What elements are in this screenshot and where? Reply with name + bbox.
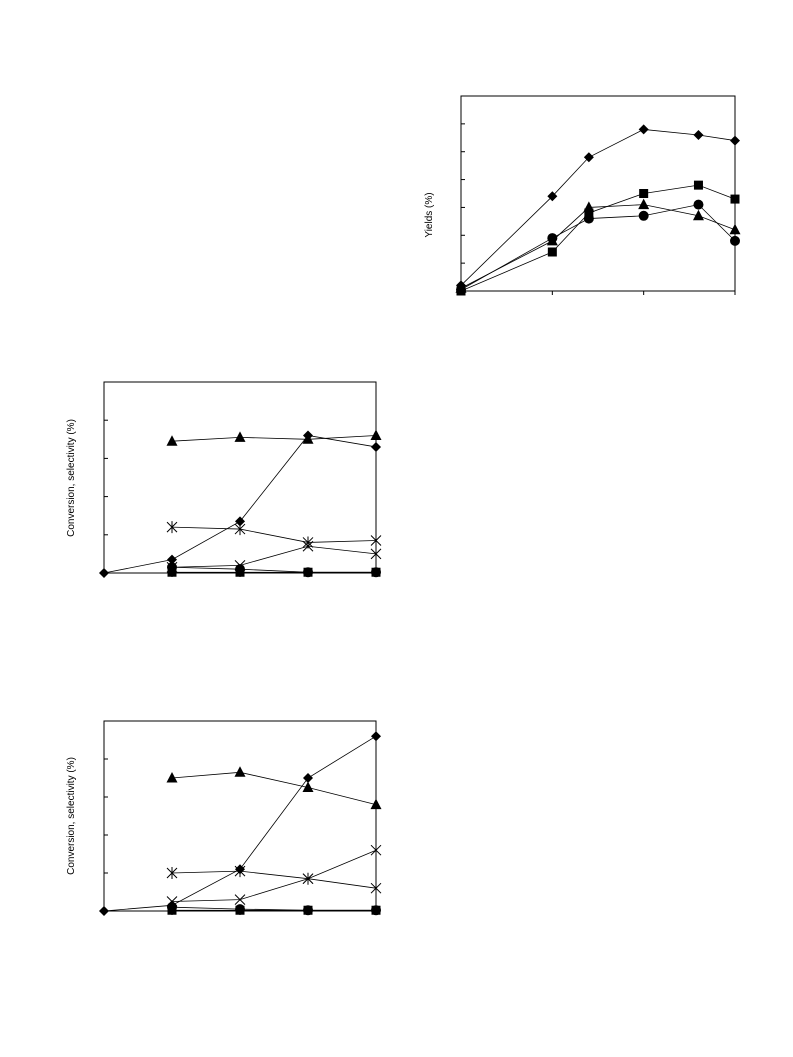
square-marker xyxy=(371,905,381,915)
series-line-star xyxy=(171,870,377,889)
triangle-marker xyxy=(166,772,178,783)
square-marker xyxy=(639,189,649,198)
series-line-x xyxy=(171,545,377,568)
x-marker xyxy=(370,844,382,856)
triangle-marker xyxy=(302,781,314,792)
square-marker xyxy=(456,286,466,296)
diamond-marker xyxy=(693,130,704,140)
y-axis-label: Yields (%) xyxy=(424,192,435,237)
square-marker xyxy=(584,208,594,218)
star-marker xyxy=(234,523,246,536)
diamond-marker xyxy=(235,516,245,527)
square-marker xyxy=(371,567,381,577)
series-line-diamond xyxy=(460,129,736,286)
series-line-circle xyxy=(460,204,736,290)
diamond-marker xyxy=(638,124,649,135)
x-marker xyxy=(302,873,314,885)
triangle-marker xyxy=(638,198,650,210)
triangle-marker xyxy=(729,223,741,235)
diamond-marker xyxy=(303,773,313,783)
series-line-x xyxy=(171,849,377,902)
series-line-triangle xyxy=(171,771,377,805)
circle-marker xyxy=(547,233,558,244)
circle-marker xyxy=(730,235,740,246)
diamond-marker xyxy=(167,554,177,565)
square-marker xyxy=(303,905,313,915)
diamond-marker xyxy=(547,191,558,202)
diamond-marker xyxy=(371,441,381,452)
series-line-square xyxy=(460,184,736,292)
triangle-marker xyxy=(302,433,314,444)
star-marker xyxy=(370,882,382,895)
diamond-marker xyxy=(371,731,381,742)
diamond-marker xyxy=(99,568,109,578)
square-marker xyxy=(167,567,177,577)
diamond-marker xyxy=(99,906,109,916)
triangle-marker xyxy=(692,209,704,221)
series-line-triangle xyxy=(171,435,377,442)
x-marker xyxy=(234,894,246,905)
star-marker xyxy=(234,865,246,878)
plot-area xyxy=(103,381,377,574)
plot-area xyxy=(460,95,736,292)
series-line-star xyxy=(171,526,377,543)
series-line-triangle xyxy=(460,204,736,289)
square-marker xyxy=(730,194,740,204)
y-axis-label: Conversion, selectivity (%) xyxy=(66,419,77,537)
star-marker xyxy=(166,521,178,534)
square-marker xyxy=(235,567,245,577)
square-marker xyxy=(303,567,313,577)
series-line-circle xyxy=(171,566,376,573)
star-marker xyxy=(370,534,382,547)
square-marker xyxy=(693,180,703,190)
triangle-marker xyxy=(370,798,382,810)
diamond-marker xyxy=(583,152,594,163)
x-marker xyxy=(370,548,382,560)
triangle-marker xyxy=(234,766,246,777)
series-line-diamond xyxy=(103,435,377,574)
circle-marker xyxy=(693,199,704,210)
y-axis-label: Conversion, selectivity (%) xyxy=(66,757,77,875)
triangle-marker xyxy=(234,431,246,442)
conversion-selectivity-chart-1: Conversion, selectivity (%) xyxy=(66,381,382,578)
yields-chart: Yields (%) xyxy=(424,95,741,296)
square-marker xyxy=(547,247,557,257)
series-line-circle xyxy=(171,906,376,911)
triangle-marker xyxy=(166,435,178,446)
triangle-marker xyxy=(370,429,382,440)
series-line-diamond xyxy=(103,735,377,912)
x-marker xyxy=(302,540,314,552)
star-marker xyxy=(166,867,178,879)
square-marker xyxy=(235,905,245,915)
conversion-selectivity-chart-2: Conversion, selectivity (%) xyxy=(66,720,382,916)
square-marker xyxy=(167,905,177,915)
circle-marker xyxy=(638,210,649,221)
diamond-marker xyxy=(730,135,740,146)
